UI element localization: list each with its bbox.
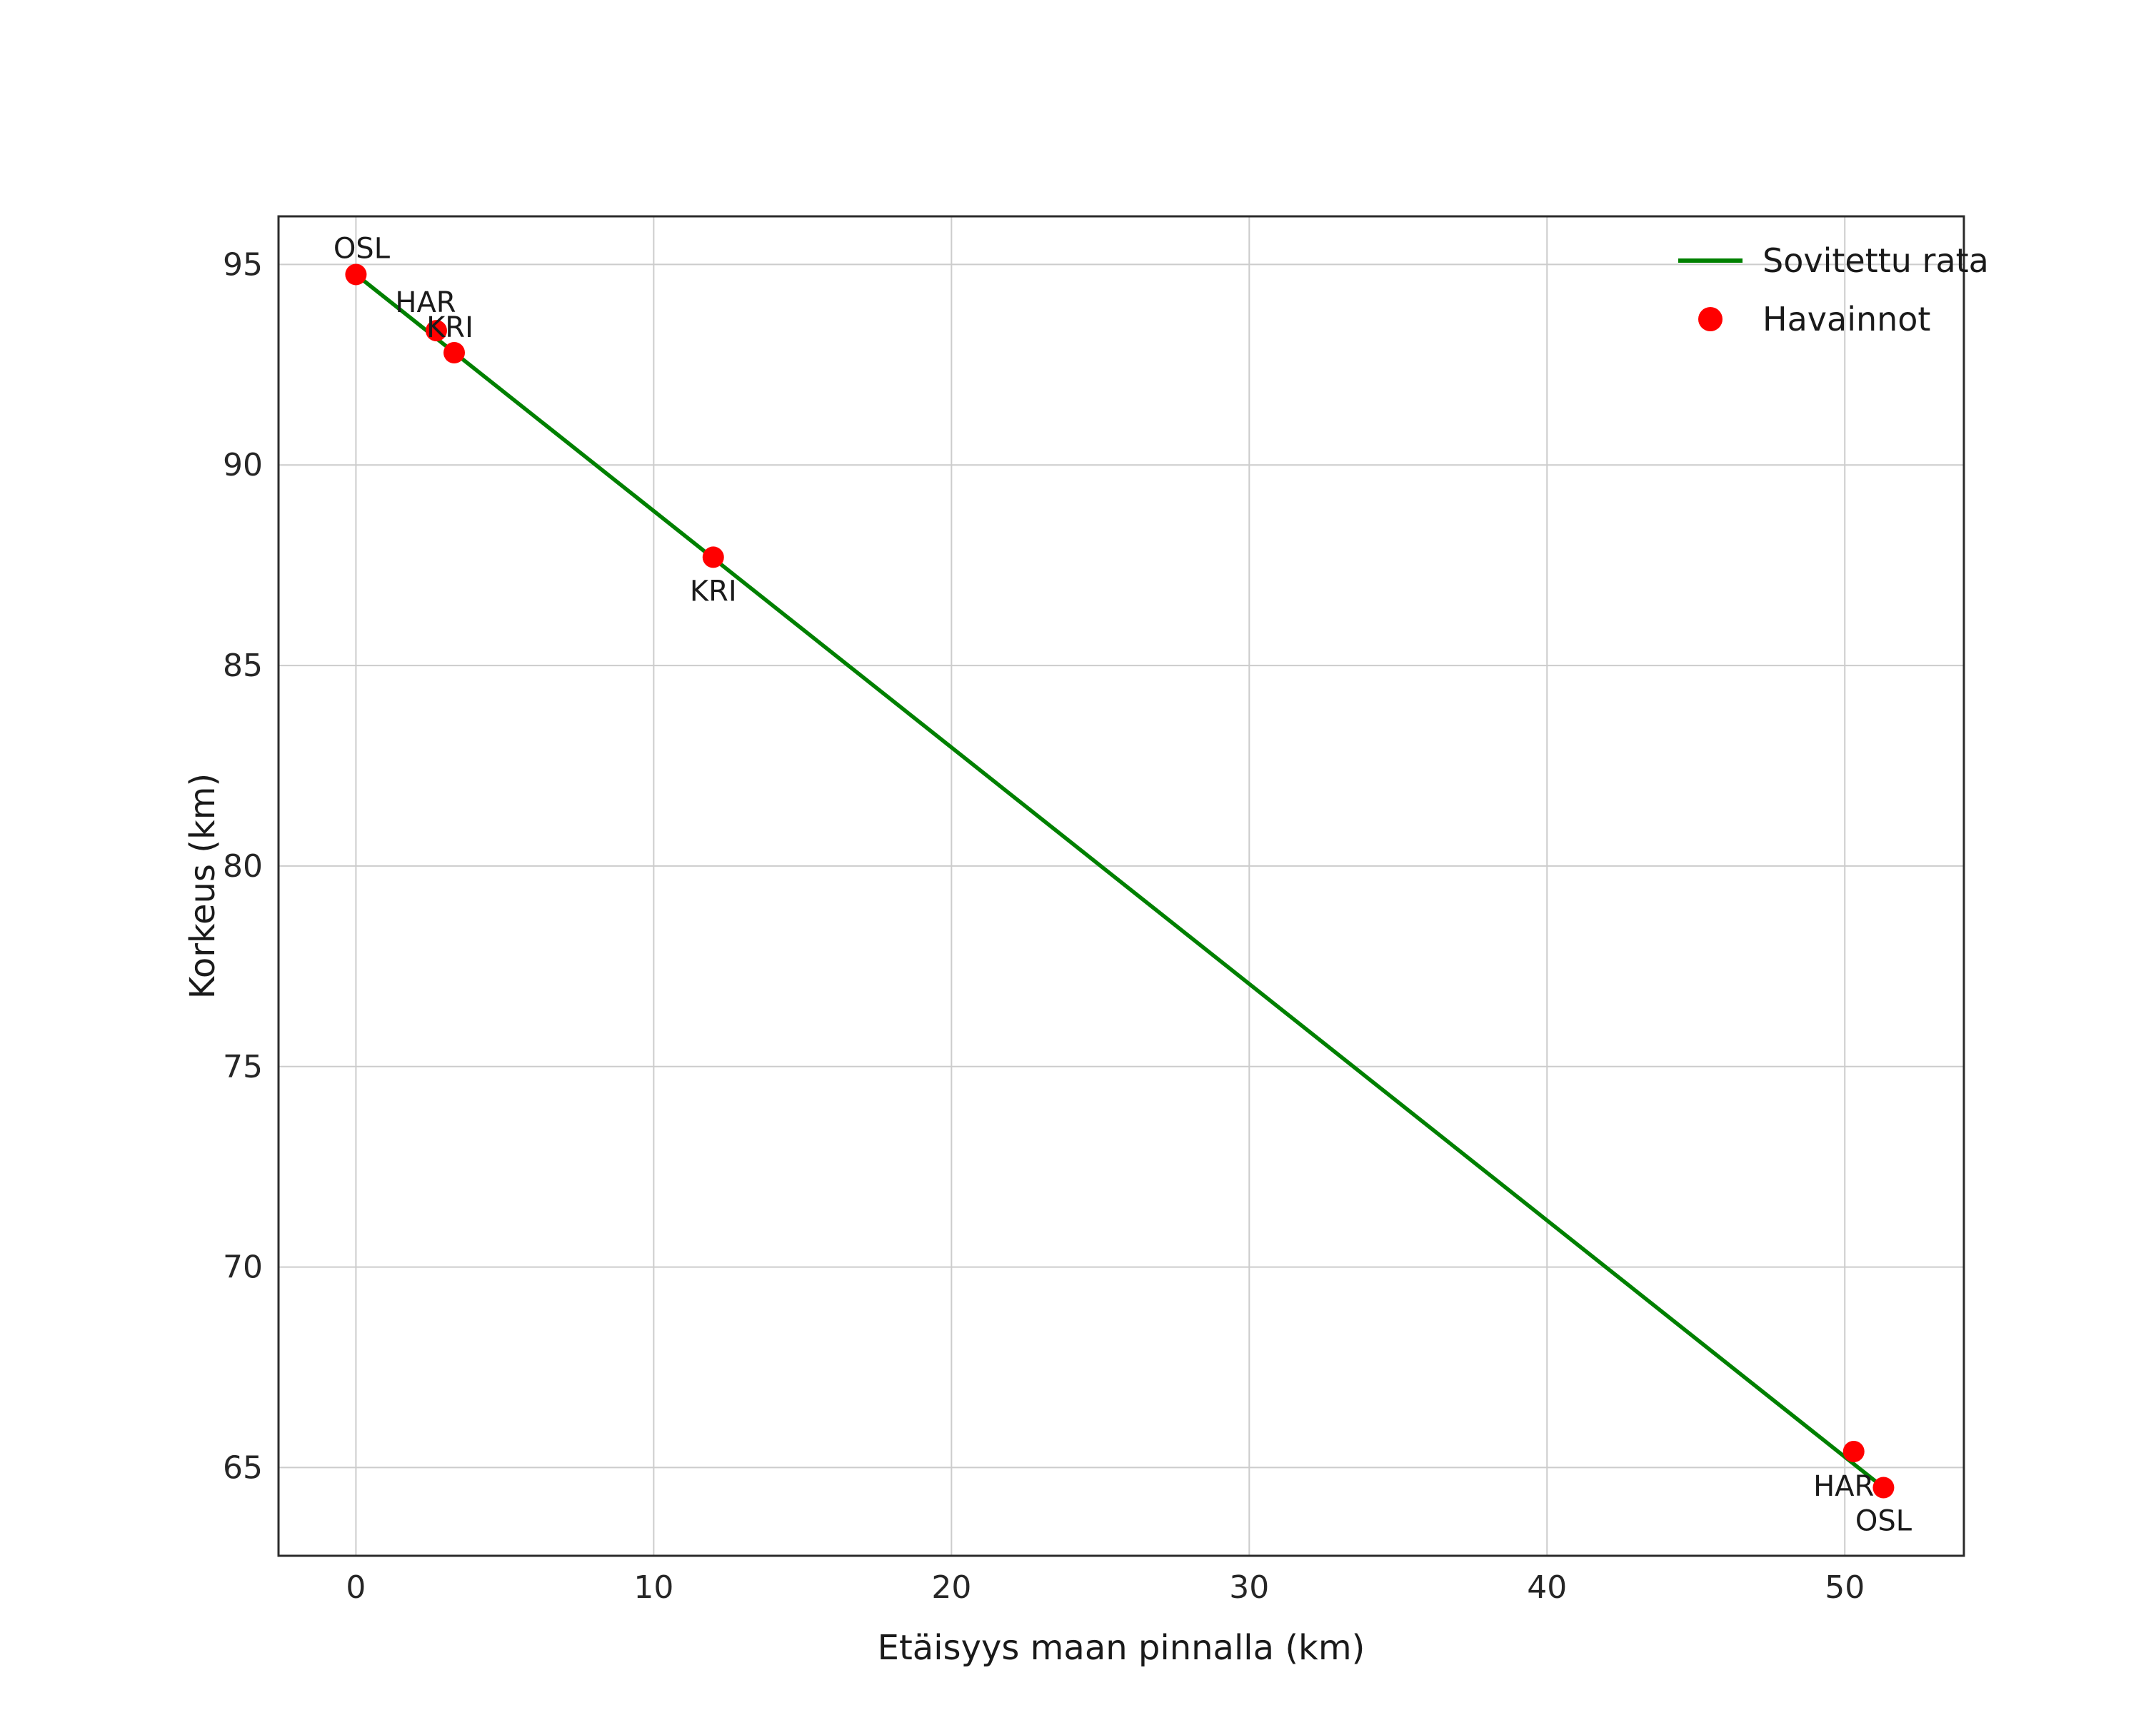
data-point [1872,1477,1895,1499]
y-tick-label: 95 [223,246,263,283]
x-tick-label: 40 [1527,1569,1567,1606]
x-axis-label: Etäisyys maan pinnalla (km) [878,1628,1365,1668]
legend-marker [1698,307,1723,331]
x-tick-label: 50 [1825,1569,1865,1606]
y-tick-label: 85 [223,648,263,684]
legend-item: Sovitettu rata [1678,241,1989,280]
point-label: OSL [334,232,391,265]
point-label: HAR [395,286,456,319]
fitted-line [354,272,1886,1490]
data-point [1842,1440,1865,1462]
point-label: OSL [1855,1505,1912,1538]
y-tick-label: 75 [223,1049,263,1085]
data-point [702,546,724,568]
legend: Sovitettu rata Havainnot [1678,241,1989,338]
legend-item-label: Havainnot [1763,300,1930,338]
x-tick-label: 30 [1229,1569,1269,1606]
y-tick-label: 65 [223,1449,263,1486]
x-tick-label: 20 [931,1569,971,1606]
point-label: KRI [690,575,737,608]
x-tick-label: 10 [633,1569,673,1606]
y-axis-label: Korkeus (km) [183,773,223,1000]
y-tick-label: 80 [223,848,263,885]
x-tick-label: 0 [346,1569,366,1606]
data-point [345,263,367,286]
y-tick-label: 90 [223,447,263,483]
point-label: HAR [1813,1470,1874,1503]
y-tick-label: 70 [223,1249,263,1286]
data-point [443,341,466,363]
legend-item-label: Sovitettu rata [1763,241,1989,280]
point-label: KRI [426,311,473,344]
data-point [425,320,447,342]
plot-border [277,215,1965,1557]
legend-item: Havainnot [1698,300,1930,338]
